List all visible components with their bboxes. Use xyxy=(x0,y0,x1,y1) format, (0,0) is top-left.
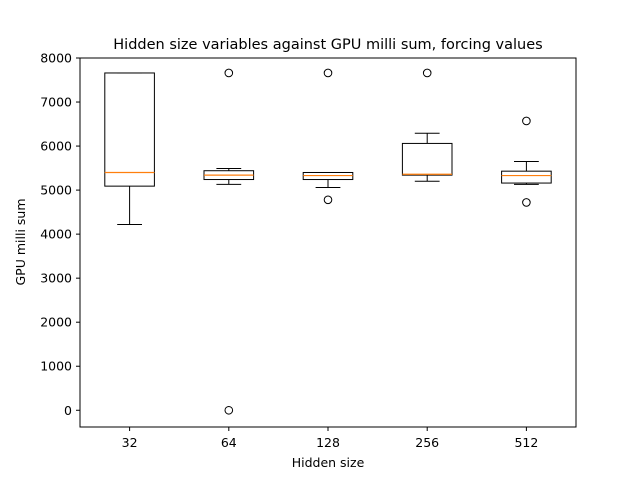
y-tick-label: 6000 xyxy=(40,139,72,154)
y-tick-label: 3000 xyxy=(40,271,72,286)
y-tick-label: 2000 xyxy=(40,315,72,330)
y-axis-label: GPU milli sum xyxy=(13,199,28,286)
x-tick-label: 256 xyxy=(415,435,439,450)
box-body xyxy=(401,142,453,176)
outlier-point xyxy=(522,198,531,207)
plot-frame xyxy=(79,57,577,428)
chart-title: Hidden size variables against GPU milli … xyxy=(113,37,542,53)
outlier-point xyxy=(224,405,234,415)
y-tick-label: 8000 xyxy=(40,51,72,66)
x-axis-label: Hidden size xyxy=(292,455,365,470)
x-tick-label: 128 xyxy=(316,435,340,450)
box-body xyxy=(104,72,155,187)
y-tick-label: 7000 xyxy=(40,95,72,110)
outlier-point xyxy=(323,68,333,78)
outlier-point xyxy=(522,116,531,126)
y-tick-label: 4000 xyxy=(40,227,72,242)
outlier-point xyxy=(422,68,432,78)
x-tick-label: 32 xyxy=(122,435,138,450)
outlier-point xyxy=(323,195,333,205)
y-tick-label: 0 xyxy=(64,403,72,418)
box-body xyxy=(501,170,552,184)
x-tick-label: 64 xyxy=(221,435,237,450)
y-tick-label: 5000 xyxy=(40,183,72,198)
outlier-point xyxy=(224,68,234,78)
x-tick-label: 512 xyxy=(514,435,538,450)
y-tick-label: 1000 xyxy=(40,359,72,374)
plot-area: 0 1000 2000 3000 4000 5000 6000 7000 8000 32 64 128… xyxy=(40,51,552,450)
